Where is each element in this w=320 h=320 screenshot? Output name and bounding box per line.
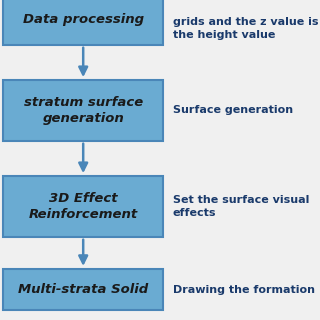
FancyBboxPatch shape bbox=[3, 269, 163, 310]
Text: 3D Effect
Reinforcement: 3D Effect Reinforcement bbox=[28, 192, 138, 221]
FancyBboxPatch shape bbox=[3, 0, 163, 45]
FancyBboxPatch shape bbox=[3, 176, 163, 237]
Text: Surface generation: Surface generation bbox=[173, 105, 293, 116]
Text: Data processing: Data processing bbox=[23, 13, 144, 26]
Text: stratum surface
generation: stratum surface generation bbox=[24, 96, 143, 125]
FancyBboxPatch shape bbox=[3, 80, 163, 141]
Text: grids and the z value is
the height value: grids and the z value is the height valu… bbox=[173, 17, 318, 40]
Text: Set the surface visual
effects: Set the surface visual effects bbox=[173, 195, 309, 218]
Text: Drawing the formation: Drawing the formation bbox=[173, 284, 315, 295]
Text: Multi-strata Solid: Multi-strata Solid bbox=[18, 283, 148, 296]
